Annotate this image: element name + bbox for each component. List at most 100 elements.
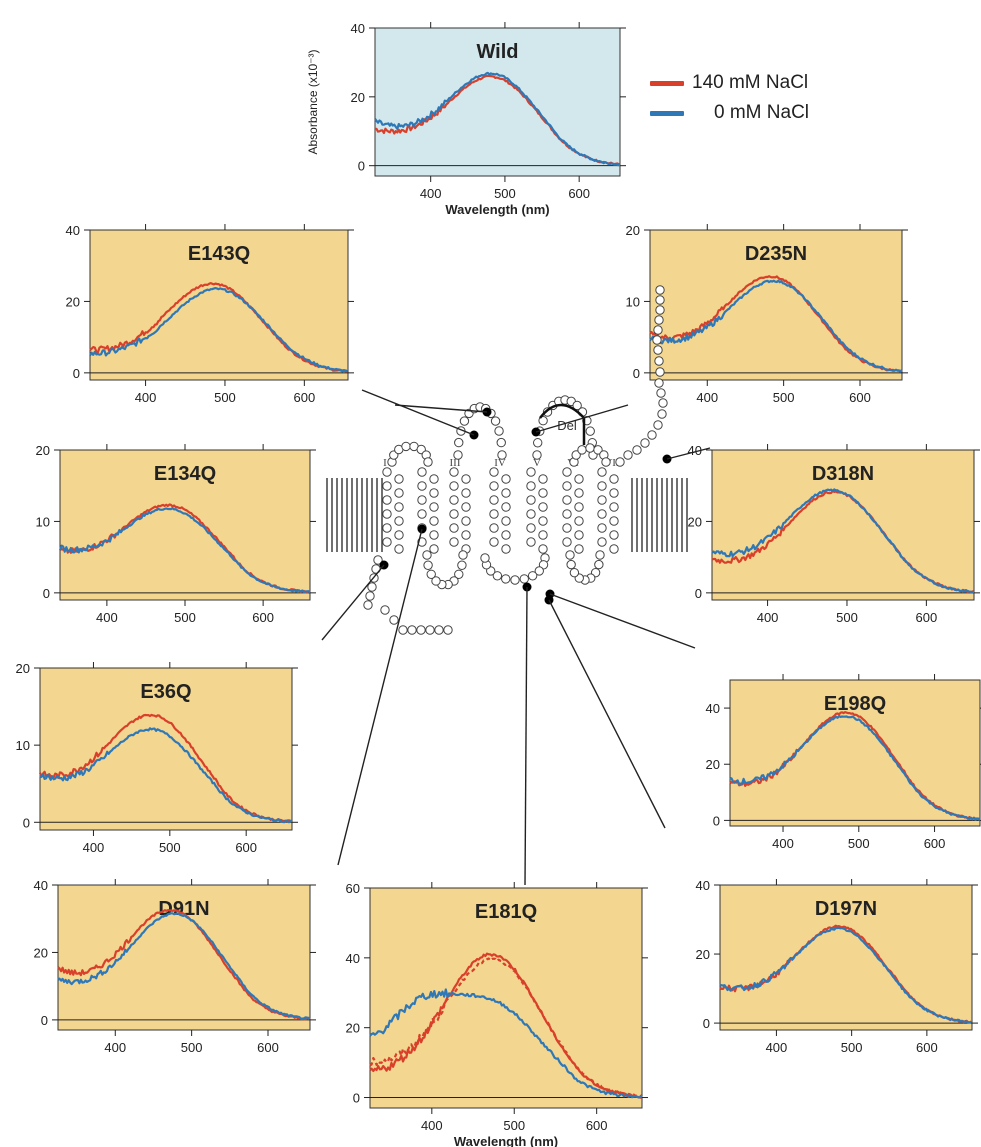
loop-residue [594,559,604,570]
legend-label: 140 mM NaCl [692,72,809,93]
residue [597,509,607,519]
y-tick-label: 10 [626,294,640,309]
x-tick-label: 600 [924,836,946,851]
c-terminal-residue [653,345,663,355]
residue [609,502,619,512]
loop-residue [572,400,582,411]
legend: 140 mM NaCl 0 mM NaCl [650,68,862,128]
n-terminal-residue [407,625,417,635]
y-tick-label: 20 [696,947,710,962]
residue [609,474,619,484]
x-tick-label: 400 [135,390,157,405]
residue [526,467,536,477]
c-terminal-residue [653,325,663,335]
legend-item-140mm: 140 mM NaCl [650,68,862,98]
loop-residue [454,569,464,579]
helix-label: V [533,457,541,469]
y-tick-label: 0 [358,159,365,174]
loop-residue [565,550,575,560]
chart-d91n: 0 20 40 400 500 600 D91N [34,878,316,1055]
c-terminal-residue [655,367,665,377]
residue [417,481,427,491]
residue [489,523,499,533]
residue [526,523,536,533]
n-terminal-residue [443,625,453,635]
loop-residue [423,457,433,467]
residue [461,488,471,498]
loop-residue [534,566,544,576]
chart-title: D197N [815,898,877,920]
y-tick-label: 0 [43,586,50,601]
n-terminal-residue [373,555,383,565]
x-axis-label: Wavelength (nm) [454,1134,558,1147]
c-terminal-residue [640,438,650,448]
x-tick-label: 400 [772,836,794,851]
chart-title: E134Q [154,463,216,485]
x-tick-label: 500 [836,610,858,625]
residue [526,537,536,547]
loop-residue [585,426,595,436]
residue [574,502,584,512]
chart-title: D318N [812,463,874,485]
residue [609,544,619,554]
residue [501,502,511,512]
loop-residue [422,550,432,560]
loop-residue [519,574,529,584]
leader-line [666,447,711,460]
residue [449,537,459,547]
loop-residue [595,550,605,560]
residue [538,488,548,498]
x-tick-label: 500 [174,610,196,625]
c-terminal-residue [655,285,665,295]
helix-label: I [383,457,387,469]
residue [429,502,439,512]
c-terminal-residue [655,305,665,315]
residue [562,509,572,519]
n-terminal-residue [398,625,408,635]
x-tick-label: 600 [586,1118,608,1133]
leader-line [321,564,385,641]
leader-line [535,404,629,433]
series-line [711,488,975,594]
helix-label: III [450,457,461,469]
residue [417,495,427,505]
c-terminal-residue [623,450,633,460]
loop-residue [571,450,581,460]
loop-residue [480,553,490,563]
residue [501,516,511,526]
residue [394,488,404,498]
residue [382,495,392,505]
n-terminal-residue [416,625,426,635]
y-tick-label: 40 [351,21,365,36]
chart-d197n: 0 20 40 400 500 600 D197N [696,878,978,1055]
residue [461,516,471,526]
residue [429,474,439,484]
loop-residue [490,416,501,426]
residue [382,467,392,477]
y-tick-label: 40 [34,878,48,893]
residue [609,488,619,498]
residue [394,544,404,554]
c-terminal-residue [632,445,642,455]
residue [526,509,536,519]
x-tick-label: 500 [848,836,870,851]
leader-line [548,599,666,829]
y-tick-label: 0 [41,1013,48,1028]
residue [538,502,548,512]
x-tick-label: 600 [257,1040,279,1055]
loop-residue [601,457,611,467]
y-tick-label: 0 [633,366,640,381]
loop-residue [494,426,504,436]
x-tick-label: 500 [214,390,236,405]
residue [501,544,511,554]
y-tick-label: 0 [23,815,30,830]
loop-residue [492,571,503,581]
residue [574,474,584,484]
x-tick-label: 400 [766,1040,788,1055]
x-tick-label: 500 [841,1040,863,1055]
loop-residue [577,445,587,455]
loop-residue [532,450,542,460]
loop-residue [497,450,507,460]
c-terminal-residue [654,378,664,388]
c-terminal-residue [653,420,663,430]
